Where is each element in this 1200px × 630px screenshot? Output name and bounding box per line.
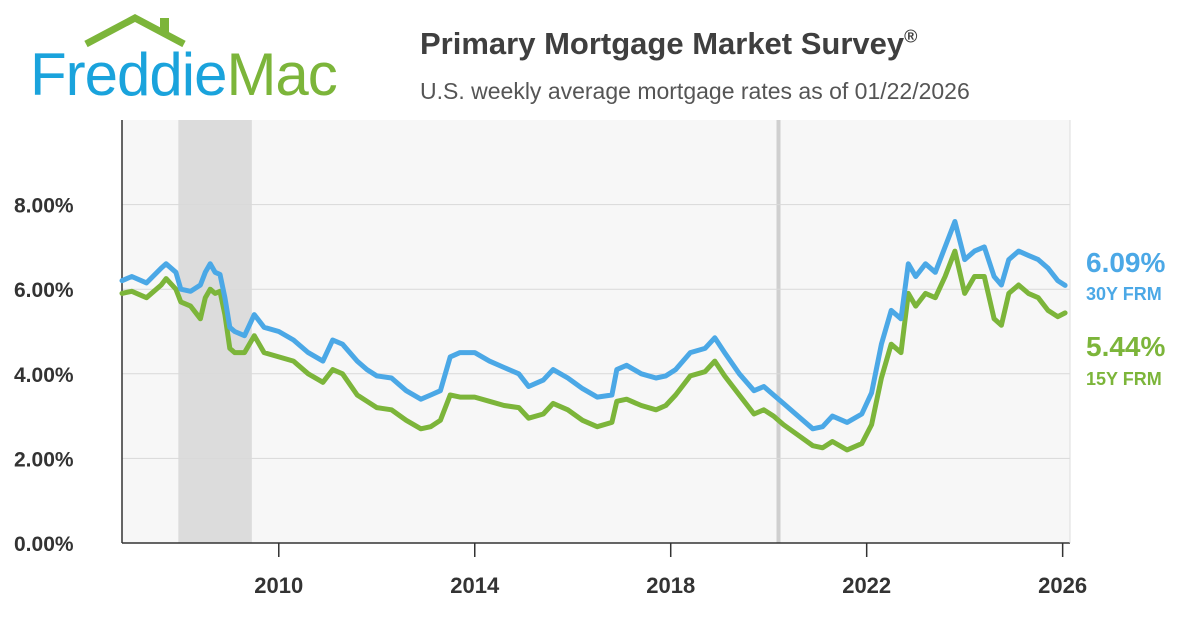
title-text: Primary Mortgage Market Survey [420, 26, 905, 61]
y-tick-label: 0.00% [14, 533, 74, 556]
page-title: Primary Mortgage Market Survey® [420, 26, 917, 62]
series-line-30y-frm [119, 219, 1068, 432]
y-tick-label: 4.00% [14, 364, 74, 387]
page-subtitle: U.S. weekly average mortgage rates as of… [420, 78, 970, 104]
x-tick-label: 2026 [1038, 573, 1087, 598]
end-value-30y-frm: 6.09% [1086, 247, 1165, 278]
series-label-15y-frm: 15Y FRM [1086, 369, 1162, 389]
plot-area [122, 120, 1070, 543]
x-tick-label: 2022 [842, 573, 891, 598]
logo-word-freddie: Freddie [30, 41, 227, 108]
x-tick-label: 2010 [254, 573, 303, 598]
registered-mark: ® [904, 26, 918, 47]
x-tick-label: 2018 [646, 573, 695, 598]
x-tick-label: 2014 [450, 573, 500, 598]
end-value-15y-frm: 5.44% [1086, 331, 1165, 362]
y-tick-label: 2.00% [14, 448, 74, 471]
freddie-mac-logo: FreddieMac [24, 14, 384, 110]
y-tick-label: 6.00% [14, 279, 74, 302]
series-line-15y-frm [119, 248, 1068, 453]
house-roof-icon [84, 14, 186, 48]
series-label-30y-frm: 30Y FRM [1086, 284, 1162, 304]
y-tick-label: 8.00% [14, 195, 74, 218]
logo-word-mac: Mac [226, 41, 337, 108]
